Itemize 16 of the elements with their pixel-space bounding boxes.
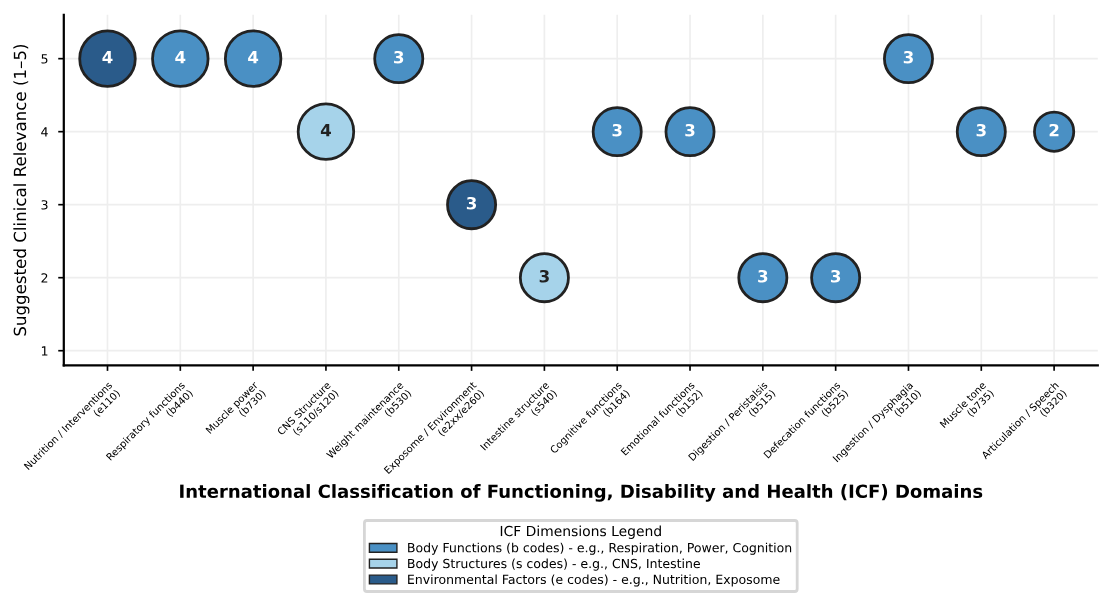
data-label: 3 bbox=[539, 269, 549, 283]
data-label: 4 bbox=[175, 51, 186, 64]
data-label: 3 bbox=[466, 196, 477, 210]
data-label: 2 bbox=[1049, 123, 1059, 137]
data-label: 3 bbox=[830, 269, 841, 283]
data-label: 3 bbox=[758, 269, 768, 283]
data-label: 3 bbox=[976, 123, 986, 137]
data-label: 3 bbox=[612, 123, 622, 137]
x-axis-title: International Classification of Functioning, Disability and Health (ICF) Domains bbox=[180, 484, 983, 502]
data-label: 4 bbox=[320, 124, 331, 137]
data-label: 3 bbox=[394, 50, 404, 64]
data-label: 3 bbox=[903, 50, 913, 64]
data-label: 4 bbox=[102, 51, 113, 64]
data-label: 4 bbox=[248, 51, 259, 64]
y-axis-title: Suggested Clinical Relevance (1–5) bbox=[13, 44, 30, 336]
data-label: 3 bbox=[685, 123, 695, 137]
